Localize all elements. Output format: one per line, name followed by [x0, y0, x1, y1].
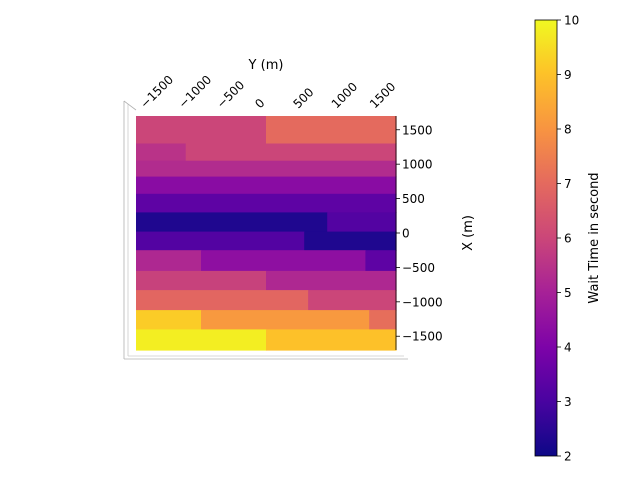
surface-cell	[185, 143, 397, 162]
surface-cell	[136, 250, 202, 272]
surface	[136, 116, 397, 351]
colorbar-tick-label: 8	[564, 123, 572, 137]
pane-frame	[123, 100, 408, 360]
colorbar-tick-label: 2	[564, 450, 572, 464]
surface-cell	[369, 310, 397, 330]
surface-cell	[365, 250, 397, 272]
x-axis-label: X (m)	[461, 215, 476, 251]
colorbar-tick-label: 7	[564, 177, 572, 191]
surface-cell	[136, 231, 305, 251]
surface-cell	[304, 231, 397, 251]
colorbar-tick-label: 5	[564, 286, 572, 300]
surface-cell	[308, 290, 397, 311]
surface-cell	[136, 270, 267, 291]
colorbar-tick-label: 6	[564, 232, 572, 246]
surface-cell	[136, 212, 328, 233]
surface-cell	[266, 329, 397, 351]
x-tick-label: −1000	[402, 295, 443, 309]
y-axis-label: Y (m)	[248, 58, 284, 73]
x-tick-label: −1500	[402, 330, 443, 344]
y-tick-label: −1500	[138, 73, 177, 112]
surface-cell	[266, 270, 397, 291]
x-tick-label: 500	[402, 192, 425, 206]
surface-cell	[136, 143, 187, 162]
colorbar: 2 3 4 5 6 7 8 9 10 Wait Time in second	[534, 14, 602, 464]
x-tick-label: −500	[402, 261, 435, 275]
x-axis: 1500 1000 500 0 −500 −1000 −1500	[396, 123, 443, 344]
surface-cell	[136, 329, 267, 351]
x-tick-label: 1000	[402, 158, 433, 172]
colorbar-tick-label: 9	[564, 68, 572, 82]
surface-cell	[201, 250, 366, 272]
y-tick-label: −500	[214, 78, 247, 111]
x-tick-label: 0	[402, 227, 410, 241]
colorbar-ticks: 2 3 4 5 6 7 8 9 10	[557, 14, 579, 464]
y-tick-label: 1500	[367, 80, 398, 111]
colorbar-tick-label: 4	[564, 341, 572, 355]
surface-cell	[201, 310, 370, 330]
colorbar-tick-label: 3	[564, 395, 572, 409]
surface-cell	[327, 212, 397, 233]
colorbar-tick-label: 10	[564, 14, 579, 28]
y-axis: −1500 −1000 −500 0 500 1000 1500	[138, 73, 399, 112]
y-tick-label: 1000	[329, 80, 360, 111]
surface-cell	[136, 290, 309, 311]
surface-cell	[136, 176, 397, 195]
surface-cell	[136, 160, 397, 178]
surface-cell	[136, 310, 202, 330]
surface-cell	[266, 116, 397, 145]
colorbar-gradient	[534, 19, 558, 457]
colorbar-label: Wait Time in second	[587, 172, 602, 303]
x-tick-label: 1500	[402, 123, 433, 137]
surface-cell	[136, 116, 267, 145]
y-tick-label: −1000	[176, 73, 215, 112]
y-tick-label: 0	[252, 96, 267, 111]
y-tick-label: 500	[290, 85, 316, 111]
surface-cell	[136, 193, 397, 213]
